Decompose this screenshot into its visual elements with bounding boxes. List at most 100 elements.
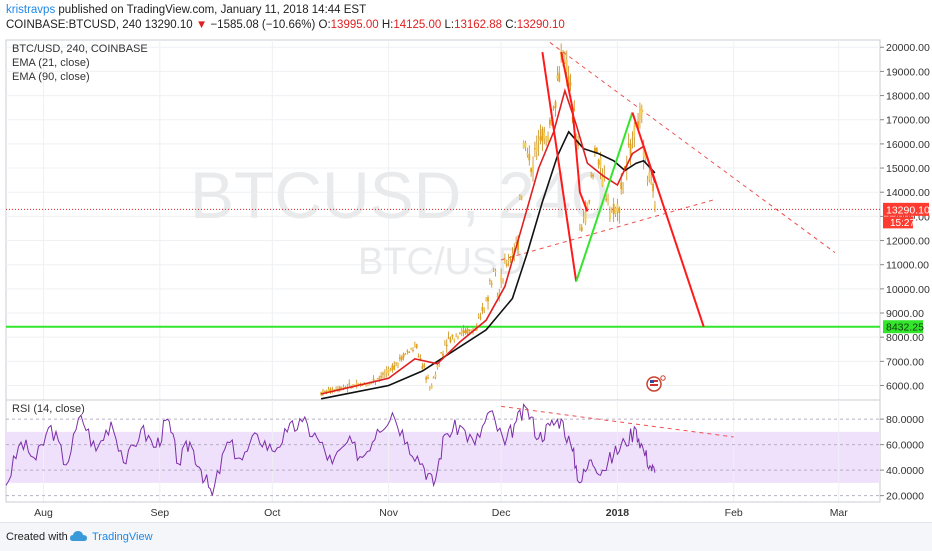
red-leg-down-2[interactable]: [631, 112, 705, 328]
candle-body: [342, 387, 345, 389]
rsi-axis[interactable]: 20.0000 40.0000 60.0000 80.0000: [880, 414, 924, 503]
time-tick-label: Oct: [264, 507, 280, 519]
candle-body: [445, 344, 448, 347]
candle-body: [413, 345, 416, 347]
candle-body: [582, 216, 585, 218]
price-tick-label: 14000.00: [886, 187, 930, 199]
candle-body: [631, 138, 634, 140]
down-arrow-icon: ▼: [195, 19, 208, 31]
red-overlay-line[interactable]: [560, 51, 589, 212]
created-with-text: Created with: [6, 531, 68, 543]
candle-body: [633, 124, 636, 137]
tradingview-cloud-icon[interactable]: [70, 529, 88, 543]
price-tick-label: 11000.00: [886, 260, 929, 272]
candle-body: [415, 344, 418, 348]
candle-body: [573, 109, 576, 111]
price-tick-label: 17000.00: [886, 115, 930, 127]
support-trendline[interactable]: [501, 198, 716, 261]
candle-body: [477, 315, 480, 317]
candle-body: [327, 389, 330, 393]
candle-body: [355, 382, 358, 386]
candle-body: [387, 368, 390, 374]
candle-body: [443, 342, 446, 344]
symbol-label: COINBASE:BTCUSD, 240: [6, 19, 142, 31]
candle-body: [524, 143, 527, 148]
footer: Created with TradingView: [0, 522, 932, 551]
candle-body: [378, 377, 381, 379]
price-chart[interactable]: BTCUSD, 240 BTC/USD 6000.007000.008000.0…: [0, 34, 932, 522]
drawn-trendlines[interactable]: [6, 42, 880, 328]
candle-body: [419, 358, 422, 360]
candle-body: [558, 72, 561, 82]
candle-body: [389, 369, 392, 371]
candle-body: [488, 280, 491, 282]
candle-body: [406, 350, 409, 352]
candle-body: [545, 136, 548, 139]
green-leg-up[interactable]: [575, 112, 634, 282]
price-badge: 13290.10 15:27: [883, 202, 930, 229]
candle-body: [385, 369, 388, 373]
price-axis[interactable]: 6000.00 7000.00 8000.00 9000.00 10000.00 1100…: [880, 42, 930, 393]
candle-body: [532, 164, 534, 173]
price-tick-label: 20000.00: [886, 42, 930, 54]
candle-body: [547, 136, 549, 143]
candle-body: [391, 365, 394, 371]
candle-body: [530, 168, 533, 173]
candle-body: [509, 259, 512, 261]
rsi-tick-label: 60.0000: [886, 440, 924, 452]
candle-body: [592, 174, 594, 177]
price-tick-label: 12000.00: [886, 236, 930, 248]
candle-body: [614, 207, 617, 215]
resistance-trendline[interactable]: [549, 42, 836, 254]
candle-body: [421, 365, 424, 369]
candle-body: [507, 259, 510, 261]
price-tick-label: 8000.00: [886, 332, 924, 344]
candle-body: [348, 383, 351, 385]
red-leg-down-1[interactable]: [541, 51, 578, 282]
support-badge-label: 8432.25: [886, 322, 924, 334]
candle-body: [534, 148, 536, 150]
candle-body: [543, 132, 546, 139]
candle-body: [640, 108, 643, 115]
candle-body: [503, 260, 506, 263]
legend-rsi: RSI (14, close): [12, 403, 85, 415]
candle-body: [428, 388, 431, 390]
main-pane[interactable]: [5, 39, 881, 401]
rsi-trendline[interactable]: [501, 405, 734, 438]
candles: [320, 43, 656, 397]
rsi-tick-label: 80.0000: [886, 414, 924, 426]
candle-body: [470, 329, 473, 331]
us-flag-event-icon[interactable]: [646, 375, 666, 392]
candle-body: [517, 239, 519, 250]
candle-body: [569, 82, 572, 86]
time-axis[interactable]: Aug Sep Oct Nov Dec 2018 Feb Mar: [6, 501, 880, 519]
candle-body: [579, 225, 581, 227]
tradingview-link[interactable]: TradingView: [92, 531, 153, 543]
candle-body: [404, 354, 407, 356]
price-tick-label: 6000.00: [886, 381, 924, 393]
pattern-lines[interactable]: [541, 51, 705, 328]
open-value: 13995.00: [330, 19, 379, 31]
candle-body: [526, 153, 529, 156]
candle-body: [552, 107, 555, 109]
candle-body: [468, 329, 471, 331]
candle-body: [427, 377, 429, 379]
candle-body: [423, 364, 426, 367]
candle-body: [333, 389, 336, 391]
author-link[interactable]: kristravps: [6, 4, 56, 16]
candle-body: [425, 377, 428, 380]
candle-body: [410, 347, 413, 349]
candle-body: [393, 365, 396, 370]
candle-body: [395, 362, 398, 364]
candle-body: [629, 143, 632, 157]
candle-body: [565, 59, 568, 72]
candle-body: [537, 139, 540, 142]
low-label: L:: [444, 19, 455, 31]
candle-body: [434, 374, 437, 378]
candle-body: [372, 378, 375, 381]
high-value: 14125.00: [393, 19, 442, 31]
time-tick-label: Aug: [34, 507, 53, 519]
candle-body: [584, 211, 587, 224]
countdown-badge-label: 15:27: [890, 218, 915, 229]
candle-body: [607, 197, 609, 199]
